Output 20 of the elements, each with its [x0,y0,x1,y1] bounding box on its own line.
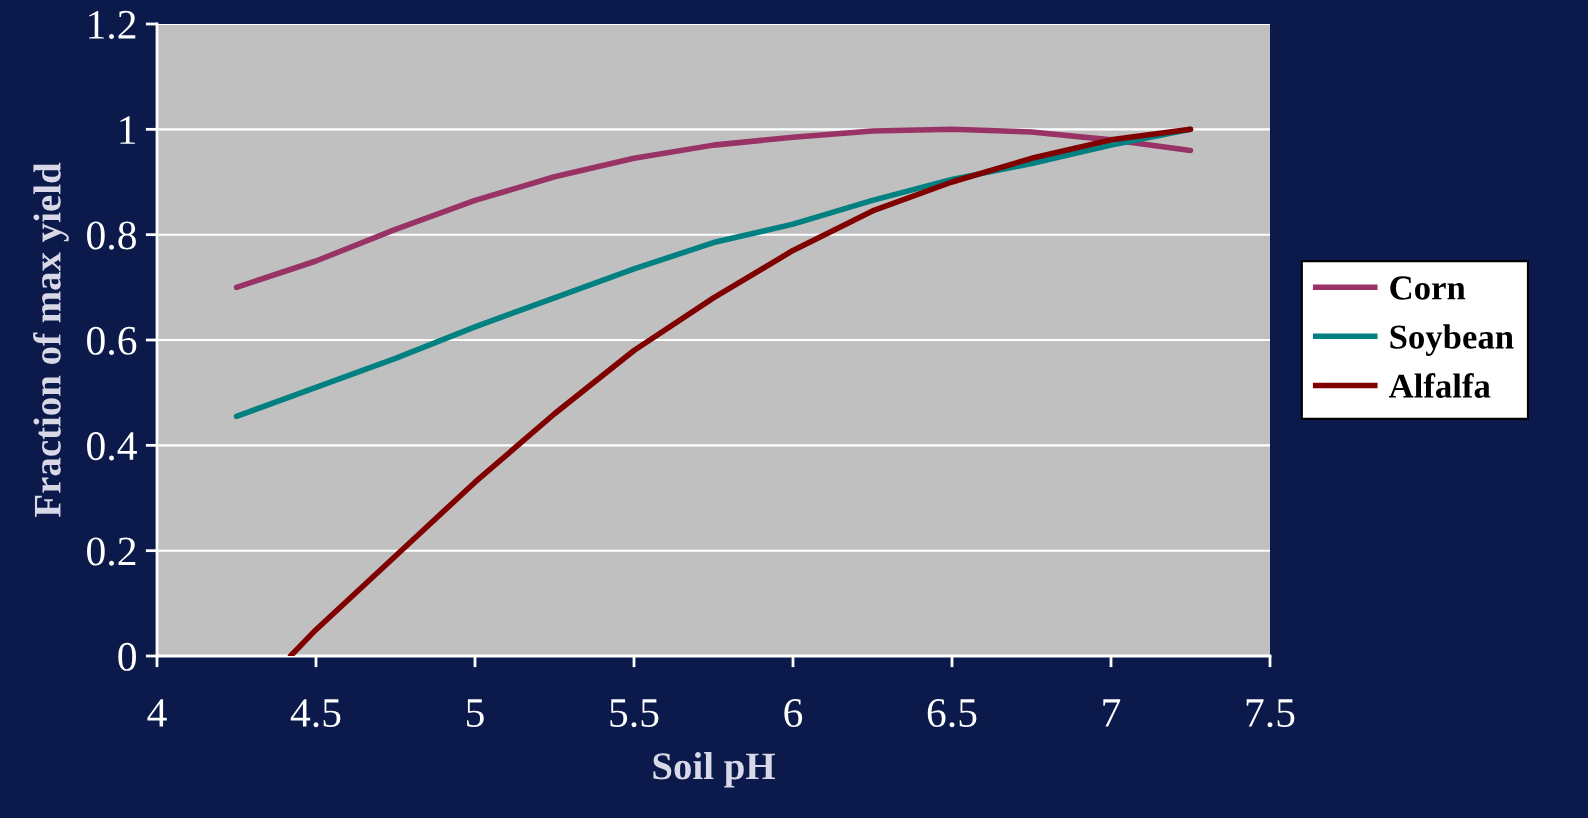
y-tick-label: 1.2 [89,10,136,40]
x-tick-label: 7.5 [1246,699,1295,728]
x-tick-label: 5 [467,699,484,727]
y-tick-label: 1 [120,116,136,144]
x-tick-label: 7 [1103,699,1121,727]
y-axis-title: Fraction of max yield [33,162,69,517]
y-tick-label: 0.8 [87,221,136,250]
x-tick-label: 6 [784,698,803,727]
x-tick-label: 4 [147,699,167,727]
y-tick-label: 0.2 [87,537,136,566]
legend-label: Corn [1390,276,1466,300]
x-tick-label: 5.5 [610,699,659,728]
x-tick-label: 4.5 [290,699,341,728]
y-tick-label: 0.6 [87,326,137,356]
x-axis-title: Soil pH [653,752,775,788]
legend-label: Soybean [1390,324,1514,356]
x-tick-label: 6.5 [927,698,977,728]
y-tick-label: 0.4 [87,432,137,461]
legend-label: Alfalfa [1388,373,1491,398]
y-tick-label: 0 [118,642,136,671]
